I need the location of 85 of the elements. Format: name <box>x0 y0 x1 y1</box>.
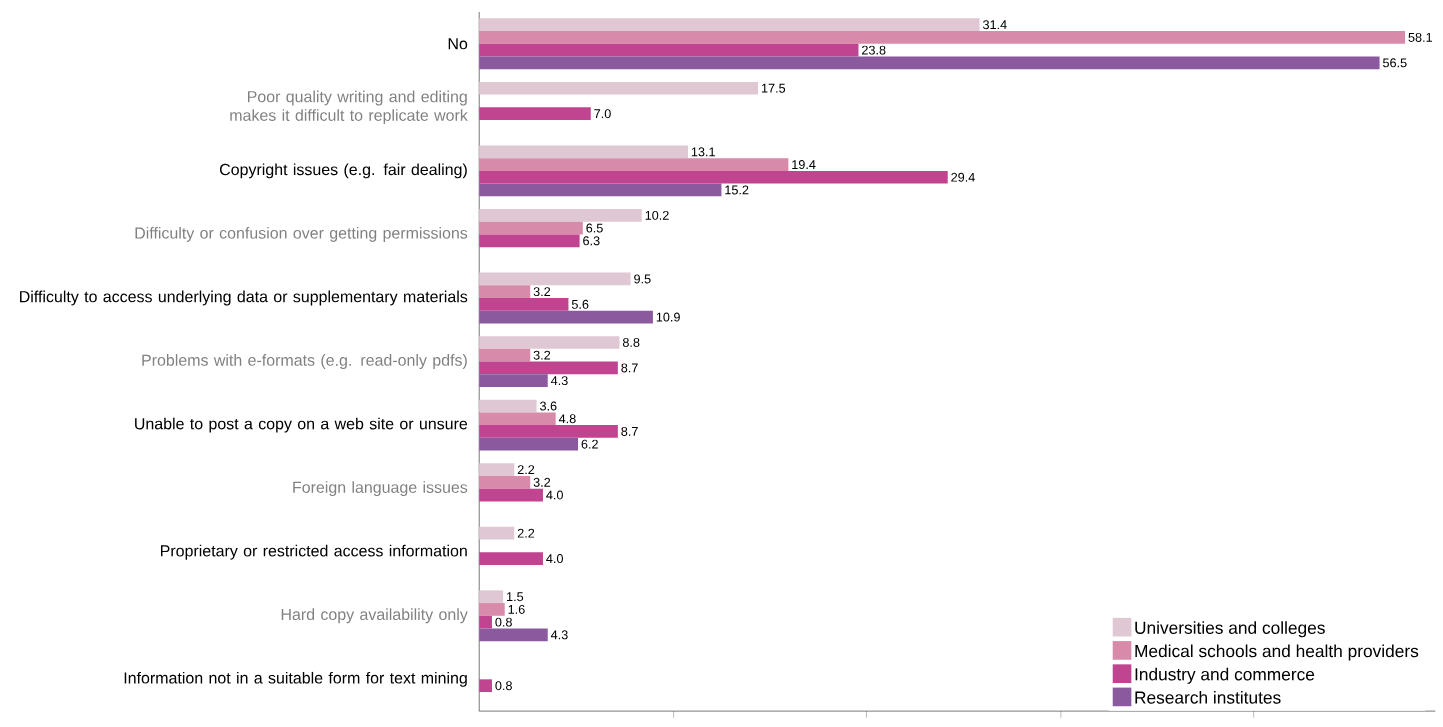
bar <box>479 107 591 121</box>
data-label: 2.2 <box>517 465 535 475</box>
bar <box>479 603 505 616</box>
bar <box>479 158 789 171</box>
bar <box>479 272 631 286</box>
legend-label: Medical schools and health providers <box>1135 644 1419 661</box>
bar <box>479 221 583 235</box>
data-label: 7.0 <box>594 109 611 119</box>
data-label: 4.0 <box>546 490 563 500</box>
data-label: 23.8 <box>862 45 886 55</box>
y-tick-label: Proprietary or restricted access information <box>161 544 467 560</box>
bar <box>479 615 492 629</box>
data-label: 56.5 <box>1383 58 1407 68</box>
bar <box>479 374 548 388</box>
y-tick-label: Difficulty or confusion over getting permissions <box>135 227 468 242</box>
y-tick-label: Difficulty to access underlying data or supplementary materials <box>20 290 468 306</box>
bar <box>479 209 642 222</box>
data-label: 17.5 <box>761 83 786 93</box>
data-label: 19.4 <box>792 160 816 170</box>
bar <box>479 679 492 693</box>
bar <box>479 310 653 324</box>
bar <box>479 399 537 413</box>
data-label: 8.8 <box>622 338 640 348</box>
bar <box>479 488 543 502</box>
data-label: 0.8 <box>495 617 512 627</box>
legend-label: Industry and commerce <box>1135 667 1315 684</box>
data-label: 31.4 <box>983 20 1007 30</box>
data-label: 0.8 <box>495 681 512 691</box>
data-label: 58.1 <box>1408 32 1432 42</box>
data-label: 4.3 <box>550 376 568 386</box>
data-label: 6.5 <box>586 223 603 233</box>
data-label: 4.3 <box>550 630 568 640</box>
data-label: 8.7 <box>621 427 638 436</box>
bar <box>479 476 531 489</box>
data-label: 6.3 <box>583 236 600 246</box>
y-tick-label: Information not in a suitable form for text mining <box>124 671 467 687</box>
data-label: 3.2 <box>533 350 551 360</box>
data-label: 29.4 <box>951 172 975 182</box>
bar <box>479 336 620 349</box>
y-tick-label: Hard copy availability only <box>281 608 468 624</box>
y-tick-label: No <box>448 38 468 50</box>
bar <box>479 145 688 159</box>
data-label: 4.0 <box>546 554 563 564</box>
bar <box>479 285 531 299</box>
data-label: 5.6 <box>571 299 589 309</box>
data-label: 2.2 <box>517 528 535 538</box>
data-label: 1.5 <box>507 592 524 602</box>
data-label: 15.2 <box>725 185 749 195</box>
bar <box>479 628 548 642</box>
legend-label: Research institutes <box>1135 691 1281 704</box>
data-label: 3.6 <box>539 401 557 411</box>
bar <box>479 18 980 32</box>
y-tick-label: Poor quality writing and editing makes it difficult to replicate work <box>230 90 468 125</box>
bar <box>479 56 1380 70</box>
data-label: 6.2 <box>581 439 598 449</box>
y-tick-label: Problems with e-formats (e.g. read-only pdfs) <box>142 354 467 370</box>
bar <box>479 43 859 57</box>
bar <box>479 31 1406 44</box>
data-label: 10.9 <box>656 312 680 322</box>
bar <box>479 234 580 248</box>
bar <box>479 361 618 375</box>
bar <box>479 463 515 476</box>
legend-label: Universities and colleges <box>1135 621 1325 638</box>
bar <box>479 348 531 362</box>
y-tick-label: Foreign language issues <box>293 481 468 497</box>
bar <box>479 552 543 565</box>
data-label: 3.2 <box>533 287 551 297</box>
bar <box>479 437 579 451</box>
bar <box>479 170 948 184</box>
y-tick-label: Copyright issues (e.g. fair dealing) <box>219 163 467 179</box>
data-label: 4.8 <box>558 414 576 424</box>
data-label: 13.1 <box>691 147 715 157</box>
bar <box>479 81 759 95</box>
bar <box>479 425 618 438</box>
data-label: 8.7 <box>621 363 638 373</box>
y-tick-label: Unable to post a copy on a web site or unsure <box>135 417 468 433</box>
data-label: 1.6 <box>508 604 525 614</box>
bar <box>479 590 504 604</box>
data-label: 10.2 <box>645 210 669 220</box>
data-label: 9.5 <box>634 274 651 284</box>
bar <box>479 298 569 311</box>
bar <box>479 526 515 540</box>
bar <box>479 183 722 197</box>
data-label: 3.2 <box>533 477 551 487</box>
bar <box>479 412 556 426</box>
